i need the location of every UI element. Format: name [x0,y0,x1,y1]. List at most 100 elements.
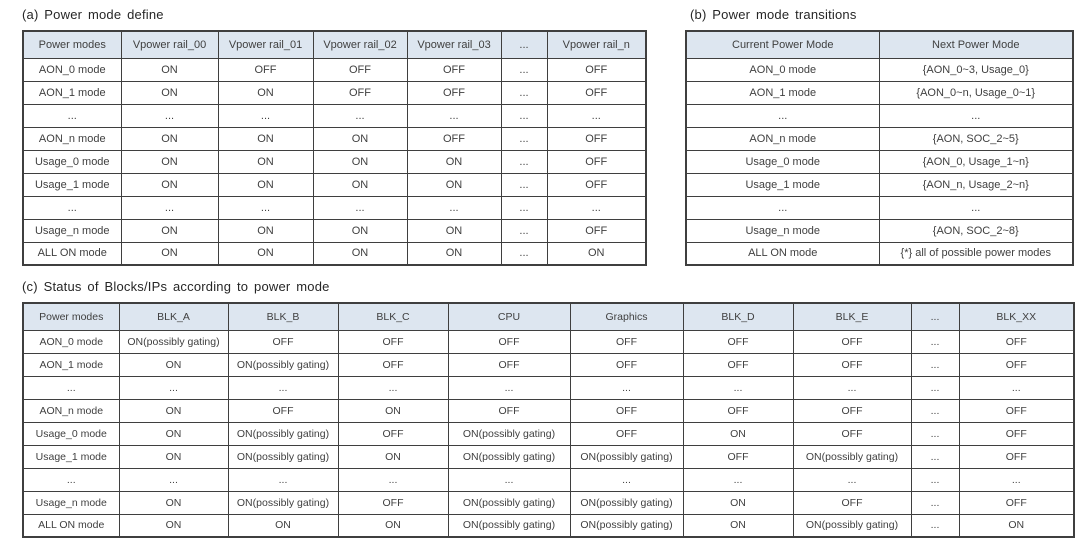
table-cell: ... [447,467,571,492]
table-cell: OFF [682,398,794,423]
table-cell: Usage_n mode [685,218,880,243]
table-cell: {*} all of possible power modes [878,241,1074,266]
table-cell: {AON_0~n, Usage_0~1} [878,80,1074,105]
table-cell: Usage_1 mode [22,444,120,469]
table-cell: ALL ON mode [22,241,122,266]
table-cell: ON(possibly gating) [792,444,912,469]
table-cell: ON(possibly gating) [227,444,339,469]
table-cell: OFF [569,421,684,446]
table-row: ..................... [22,195,647,220]
table-cell: AON_1 mode [22,80,122,105]
table-cell: OFF [546,57,647,82]
table-cell: ON [118,421,229,446]
table-row: .............................. [22,467,1075,492]
table-cell: ... [685,103,880,128]
table-row: AON_0 mode {AON_0~3, Usage_0} [685,57,1074,82]
table-cell: ON [120,241,219,266]
table-cell: ON [217,149,314,174]
table-cell: OFF [406,126,502,151]
table-cell: OFF [792,398,912,423]
table-row: Usage_1 mode ON ON ON ON... OFF [22,172,647,197]
power-mode-define-table: Power modes Vpower rail_00 Vpower rail_01 V… [22,30,647,266]
table-cell: ... [546,195,647,220]
table-cell: ... [910,444,960,469]
table-cell: ... [910,352,960,377]
table-cell: ... [120,195,219,220]
table-cell: ... [227,467,339,492]
table-cell: ON [217,218,314,243]
table-row: ALL ON mode ON ON ON ON(possibly gating) ON(p… [22,513,1075,538]
table-cell: ... [500,149,548,174]
table-cell: ON [118,444,229,469]
table-cell: OFF [792,329,912,354]
table-cell: AON_0 mode [22,57,122,82]
column-header: Vpower rail_01 [217,30,314,59]
table-cell: ON [312,241,408,266]
column-header: CPU [447,302,571,331]
table-cell: {AON_n, Usage_2~n} [878,172,1074,197]
table-cell: ... [500,80,548,105]
table-cell: {AON, SOC_2~5} [878,126,1074,151]
table-cell: ALL ON mode [22,513,120,538]
table-row: Usage_n mode {AON, SOC_2~8} [685,218,1074,243]
table-cell: OFF [312,57,408,82]
column-header: BLK_C [337,302,449,331]
column-header: ... [500,30,548,59]
table-cell: Usage_0 mode [685,149,880,174]
table-cell: ... [682,375,794,400]
block-status-table: Power modes BLK_A BLK_B BLK_C CPU Graphics BLK… [22,302,1075,538]
table-cell: ... [910,490,960,515]
table-cell: OFF [337,329,449,354]
column-header: Vpower rail_03 [406,30,502,59]
table-cell: ... [910,329,960,354]
table-row: Usage_n mode ON ON ON ON... OFF [22,218,647,243]
table-cell: ON [337,444,449,469]
table-row: ALL ON mode ON ON ON ON... ON [22,241,647,266]
table-cell: ... [337,375,449,400]
table-cell: ON(possibly gating) [792,513,912,538]
column-header: BLK_XX [958,302,1075,331]
table-cell: ON [120,218,219,243]
table-row: AON_1 mode {AON_0~n, Usage_0~1} [685,80,1074,105]
table-cell: ... [682,467,794,492]
table-cell: OFF [682,352,794,377]
table-cell: OFF [546,80,647,105]
table-row: .............................. [22,375,1075,400]
table-cell: AON_n mode [685,126,880,151]
section-a-title: (a) Power mode define [22,7,164,22]
table-cell: ... [406,195,502,220]
table-cell: ... [22,195,122,220]
table-cell: ON [958,513,1075,538]
table-cell: OFF [337,490,449,515]
table-row: Usage_1 mode {AON_n, Usage_2~n} [685,172,1074,197]
column-header: BLK_A [118,302,229,331]
table-row: AON_n mode {AON, SOC_2~5} [685,126,1074,151]
table-cell: ON(possibly gating) [447,444,571,469]
table-cell: ... [337,467,449,492]
table-cell: OFF [337,352,449,377]
table-cell: ... [685,195,880,220]
section-c-title: (c) Status of Blocks/IPs according to po… [22,279,330,294]
table-cell: ... [500,126,548,151]
table-cell: ON(possibly gating) [227,421,339,446]
table-cell: ... [447,375,571,400]
table-row: AON_0 mode ON OFF OFF OFF... OFF [22,57,647,82]
table-cell: ON [337,513,449,538]
table-cell: ON [217,241,314,266]
table-cell: OFF [792,490,912,515]
table-cell: OFF [682,329,794,354]
table-cell: ... [958,467,1075,492]
table-cell: OFF [792,352,912,377]
table-cell: ... [312,103,408,128]
table-cell: ON [118,398,229,423]
table-cell: ON [120,57,219,82]
table-cell: ON [118,490,229,515]
table-cell: AON_0 mode [685,57,880,82]
table-cell: OFF [447,329,571,354]
table-cell: ON [312,149,408,174]
table-cell: ON [682,421,794,446]
table-cell: ... [500,195,548,220]
table-cell: OFF [546,172,647,197]
table-cell: ... [22,103,122,128]
table-cell: ... [878,103,1074,128]
